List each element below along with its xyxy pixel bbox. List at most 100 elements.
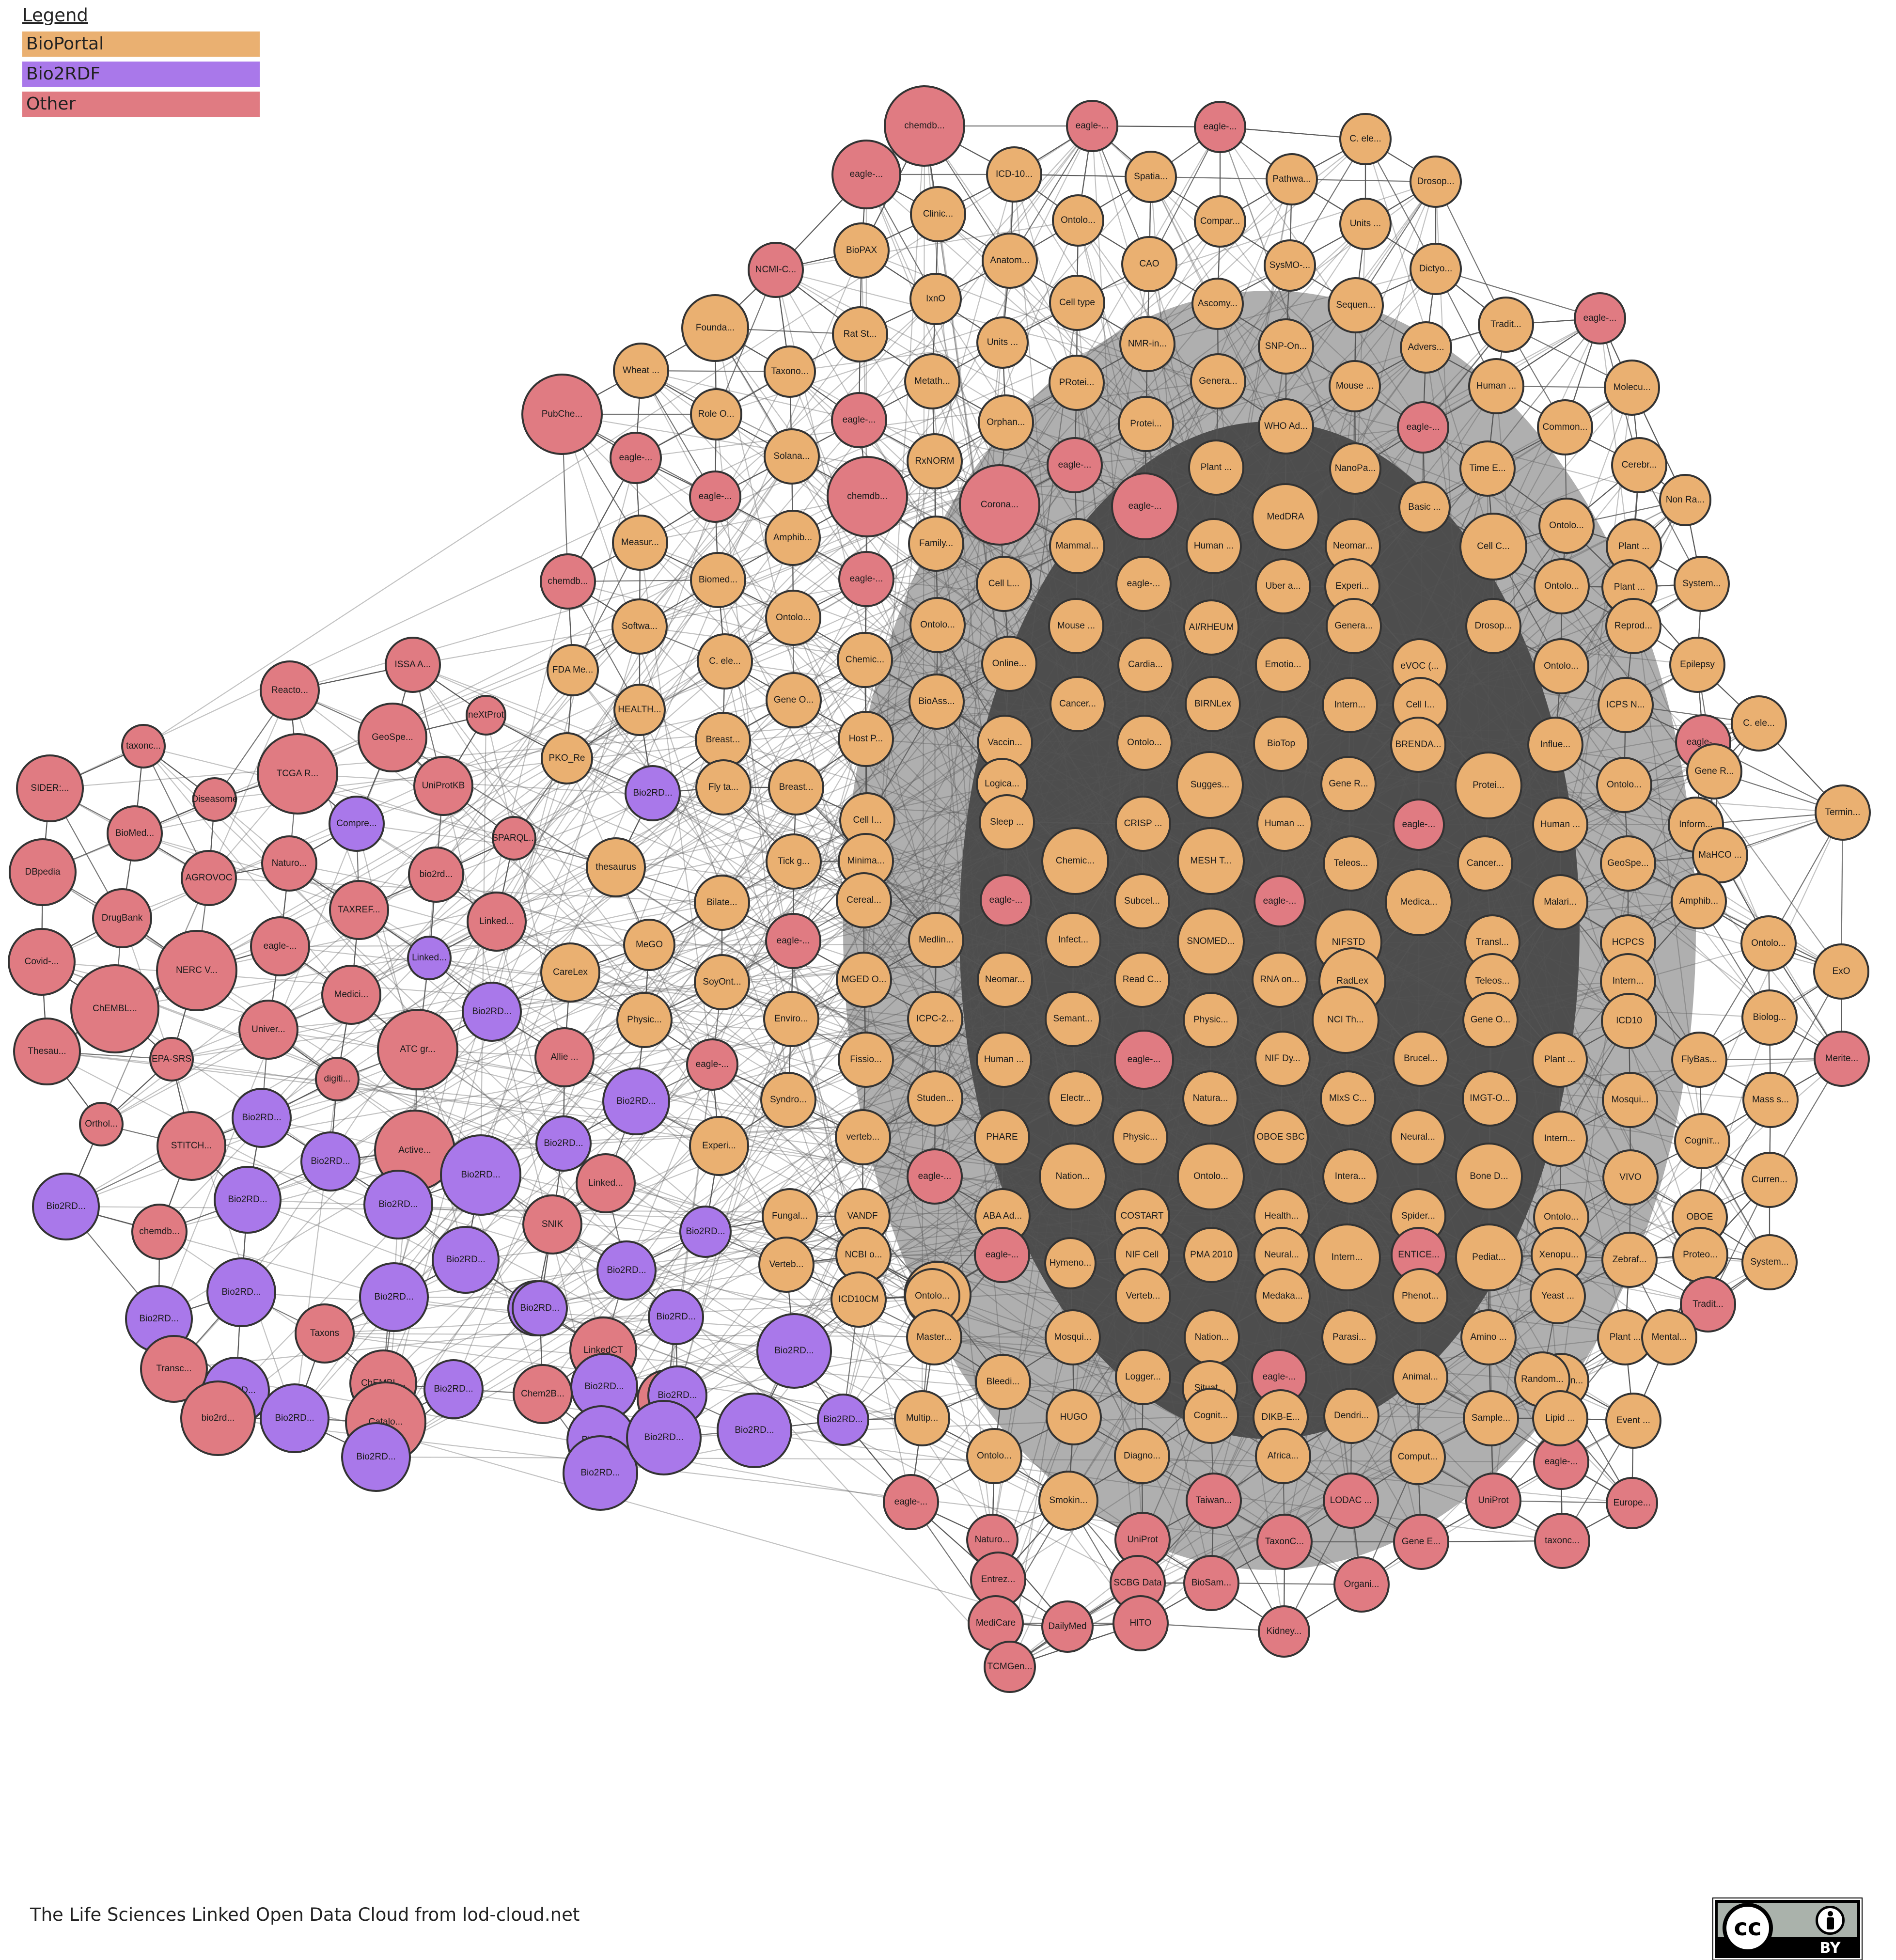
- dataset-node[interactable]: Infect...: [1045, 912, 1101, 968]
- dataset-node[interactable]: Smokin...: [1038, 1471, 1098, 1531]
- dataset-node[interactable]: Experi...: [689, 1116, 749, 1176]
- dataset-node[interactable]: Cell I...: [839, 792, 895, 848]
- dataset-node[interactable]: Allie ...: [534, 1027, 595, 1087]
- dataset-node[interactable]: Verteb...: [758, 1237, 815, 1293]
- dataset-node[interactable]: Role O...: [690, 388, 742, 440]
- dataset-node[interactable]: eagle-...: [831, 392, 887, 448]
- dataset-node[interactable]: MIxS C...: [1320, 1070, 1376, 1127]
- dataset-node[interactable]: MeGO: [623, 919, 675, 971]
- dataset-node[interactable]: Taiwan...: [1186, 1473, 1242, 1529]
- dataset-node[interactable]: Host P...: [838, 711, 894, 767]
- dataset-node[interactable]: MedDRA: [1252, 483, 1319, 551]
- dataset-node[interactable]: eagle-...: [883, 1474, 939, 1530]
- dataset-node[interactable]: Gene O...: [766, 672, 822, 728]
- dataset-node[interactable]: eagle-...: [1194, 101, 1246, 153]
- dataset-node[interactable]: Bio2RD...: [717, 1393, 792, 1468]
- dataset-node[interactable]: Pediat...: [1455, 1223, 1523, 1291]
- dataset-node[interactable]: C. ele...: [697, 633, 753, 690]
- dataset-node[interactable]: ExO: [1813, 943, 1869, 1000]
- dataset-node[interactable]: thesaurus: [586, 837, 646, 897]
- dataset-node[interactable]: Comput...: [1390, 1429, 1446, 1485]
- dataset-node[interactable]: Ontolo...: [1596, 757, 1652, 813]
- dataset-node[interactable]: DailyMed: [1041, 1600, 1094, 1653]
- dataset-node[interactable]: Plant ...: [1188, 439, 1244, 496]
- dataset-node[interactable]: Medica...: [1385, 868, 1453, 936]
- dataset-node[interactable]: Reprod...: [1605, 598, 1661, 654]
- dataset-node[interactable]: Bilate...: [694, 875, 750, 931]
- dataset-node[interactable]: NCI Th...: [1312, 986, 1379, 1054]
- dataset-node[interactable]: Dictyo...: [1410, 243, 1462, 295]
- dataset-node[interactable]: Drosop...: [1410, 156, 1462, 208]
- dataset-node[interactable]: System...: [1741, 1234, 1798, 1290]
- dataset-node[interactable]: Medlin...: [908, 912, 964, 968]
- dataset-node[interactable]: Gene R...: [1320, 756, 1377, 812]
- dataset-node[interactable]: eagle-...: [1111, 472, 1179, 540]
- dataset-node[interactable]: ENTICE...: [1391, 1227, 1447, 1283]
- dataset-node[interactable]: Tradit...: [1478, 297, 1534, 353]
- dataset-node[interactable]: eVOC (...: [1392, 638, 1448, 694]
- dataset-node[interactable]: BioTop: [1253, 716, 1309, 772]
- dataset-node[interactable]: Termin...: [1815, 784, 1871, 841]
- dataset-node[interactable]: eagle-...: [1115, 556, 1172, 612]
- dataset-node[interactable]: Diagno...: [1114, 1428, 1170, 1484]
- dataset-node[interactable]: MGED O...: [836, 952, 892, 1008]
- dataset-node[interactable]: Entrez...: [970, 1552, 1026, 1608]
- dataset-node[interactable]: Plant ...: [1532, 1032, 1588, 1088]
- dataset-node[interactable]: Bio2RD...: [260, 1383, 329, 1453]
- dataset-node[interactable]: Bio2RD...: [206, 1257, 276, 1327]
- dataset-node[interactable]: Linked...: [467, 892, 527, 952]
- dataset-node[interactable]: Transc...: [140, 1335, 208, 1403]
- dataset-node[interactable]: eagle-...: [1574, 292, 1626, 345]
- dataset-node[interactable]: ICD10CM: [830, 1271, 887, 1328]
- dataset-node[interactable]: eagle-...: [831, 140, 901, 209]
- dataset-node[interactable]: NERC V...: [156, 930, 237, 1011]
- dataset-node[interactable]: Human ...: [1468, 358, 1524, 414]
- dataset-node[interactable]: eagle-...: [1066, 100, 1118, 152]
- dataset-node[interactable]: Read C...: [1114, 952, 1170, 1008]
- dataset-node[interactable]: Semant...: [1045, 991, 1101, 1047]
- dataset-node[interactable]: FDA Me...: [547, 644, 599, 696]
- dataset-node[interactable]: Parasi...: [1321, 1309, 1378, 1365]
- dataset-node[interactable]: Tradit...: [1680, 1276, 1736, 1333]
- dataset-node[interactable]: neXtProt: [466, 695, 506, 736]
- dataset-node[interactable]: Malari...: [1532, 874, 1588, 930]
- dataset-node[interactable]: Mammal...: [1049, 518, 1105, 574]
- dataset-node[interactable]: Zebraf...: [1601, 1232, 1658, 1288]
- dataset-node[interactable]: eagle-...: [907, 1148, 963, 1205]
- dataset-node[interactable]: Bio2RD...: [32, 1173, 100, 1240]
- dataset-node[interactable]: Bio2RD...: [423, 1359, 484, 1419]
- dataset-node[interactable]: CareLex: [540, 942, 600, 1003]
- dataset-node[interactable]: WHO Ad...: [1258, 398, 1314, 455]
- dataset-node[interactable]: Units ...: [976, 316, 1029, 369]
- dataset-node[interactable]: Thesau...: [13, 1018, 81, 1085]
- dataset-node[interactable]: Rat St...: [832, 306, 888, 362]
- dataset-node[interactable]: Covid-...: [8, 928, 76, 996]
- dataset-node[interactable]: CAO: [1121, 236, 1177, 292]
- dataset-node[interactable]: Orthol...: [79, 1102, 124, 1146]
- cc-by-license-badge[interactable]: cc BY: [1713, 1898, 1862, 1960]
- dataset-node[interactable]: Ontolo...: [1116, 715, 1173, 771]
- dataset-node[interactable]: ICPS N...: [1598, 677, 1654, 733]
- dataset-node[interactable]: Bio2RD...: [462, 982, 522, 1042]
- dataset-node[interactable]: CRISP ...: [1115, 796, 1171, 852]
- dataset-node[interactable]: Cell C...: [1459, 513, 1527, 580]
- dataset-node[interactable]: TCGA R...: [257, 733, 338, 815]
- dataset-node[interactable]: SIDER:...: [16, 754, 84, 822]
- dataset-node[interactable]: UniProtKB: [413, 756, 473, 816]
- dataset-node[interactable]: eagle-...: [610, 432, 662, 484]
- dataset-node[interactable]: Kidney...: [1258, 1605, 1310, 1658]
- dataset-node[interactable]: BRENDA...: [1390, 717, 1446, 773]
- dataset-node[interactable]: MediCare: [968, 1595, 1024, 1651]
- dataset-node[interactable]: Sequen...: [1328, 277, 1384, 333]
- dataset-node[interactable]: Fissio...: [838, 1032, 894, 1088]
- dataset-node[interactable]: BioSam...: [1183, 1555, 1239, 1611]
- dataset-node[interactable]: Bio2RD...: [359, 1262, 429, 1332]
- dataset-node[interactable]: eagle-...: [250, 916, 310, 976]
- dataset-node[interactable]: System...: [1674, 556, 1730, 612]
- dataset-node[interactable]: Amphib...: [1671, 873, 1727, 929]
- dataset-node[interactable]: verteb...: [835, 1109, 891, 1165]
- dataset-node[interactable]: Bio2RD...: [817, 1394, 869, 1446]
- dataset-node[interactable]: Cogniт...: [1674, 1113, 1730, 1169]
- dataset-node[interactable]: Biomed...: [690, 552, 746, 608]
- dataset-node[interactable]: Tick g...: [766, 833, 822, 890]
